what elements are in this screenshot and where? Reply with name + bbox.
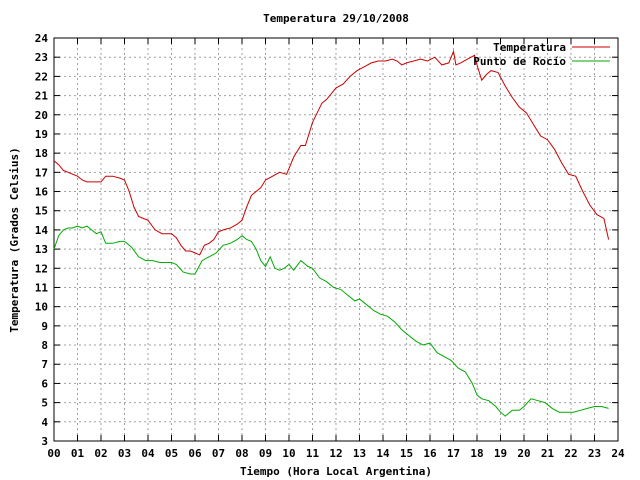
- x-tick-label: 08: [235, 447, 248, 460]
- x-tick-label: 18: [470, 447, 483, 460]
- y-tick-label: 12: [35, 262, 48, 275]
- y-axis-label: Temperatura (Grados Celsius): [8, 147, 21, 332]
- grid: [54, 38, 618, 441]
- x-tick-label: 02: [94, 447, 107, 460]
- y-tick-label: 17: [35, 166, 48, 179]
- x-tick-label: 09: [259, 447, 272, 460]
- y-tick-label: 4: [41, 416, 48, 429]
- ticks: 3 4 5 6 7 8 9 10 11 12 13 14 15 16 17 18 19 20 21 22 23 24 00 0…: [35, 32, 625, 460]
- y-tick-label: 19: [35, 128, 48, 141]
- x-tick-label: 03: [118, 447, 131, 460]
- y-tick-label: 20: [35, 109, 48, 122]
- y-tick-label: 23: [35, 51, 48, 64]
- y-tick-label: 16: [35, 186, 49, 199]
- x-tick-label: 13: [353, 447, 366, 460]
- y-tick-label: 6: [41, 377, 48, 390]
- x-tick-label: 24: [611, 447, 625, 460]
- y-tick-label: 15: [35, 205, 48, 218]
- y-tick-label: 7: [41, 358, 48, 371]
- x-tick-label: 23: [588, 447, 601, 460]
- x-tick-label: 04: [141, 447, 155, 460]
- x-tick-label: 21: [541, 447, 555, 460]
- y-tick-label: 3: [41, 435, 48, 448]
- series-group: [53, 49, 610, 417]
- x-tick-label: 17: [447, 447, 460, 460]
- x-tick-label: 16: [423, 447, 437, 460]
- y-tick-label: 11: [35, 281, 49, 294]
- y-tick-label: 13: [35, 243, 48, 256]
- x-tick-label: 11: [306, 447, 320, 460]
- series-line-punto-de-rocio: [53, 225, 609, 417]
- series-line-temperatura: [53, 49, 610, 256]
- y-tick-label: 5: [41, 397, 48, 410]
- y-tick-label: 24: [35, 32, 49, 45]
- legend-label-temperatura: Temperatura: [493, 41, 566, 54]
- x-tick-label: 14: [376, 447, 390, 460]
- x-tick-label: 06: [188, 447, 202, 460]
- y-tick-label: 10: [35, 301, 48, 314]
- y-tick-label: 21: [35, 90, 49, 103]
- x-tick-label: 22: [564, 447, 577, 460]
- x-tick-label: 00: [47, 447, 60, 460]
- x-tick-label: 01: [71, 447, 85, 460]
- y-tick-label: 9: [41, 320, 48, 333]
- x-tick-label: 20: [517, 447, 530, 460]
- x-tick-label: 05: [165, 447, 178, 460]
- y-tick-label: 8: [41, 339, 48, 352]
- x-tick-label: 10: [282, 447, 295, 460]
- x-tick-label: 12: [329, 447, 342, 460]
- y-tick-label: 14: [35, 224, 49, 237]
- chart-title: Temperatura 29/10/2008: [263, 12, 409, 25]
- legend: Temperatura Punto de Rocío: [473, 41, 610, 68]
- y-tick-label: 22: [35, 70, 48, 83]
- x-tick-label: 07: [212, 447, 225, 460]
- x-tick-label: 19: [494, 447, 507, 460]
- x-axis-label: Tiempo (Hora Local Argentina): [240, 465, 432, 478]
- y-tick-label: 18: [35, 147, 48, 160]
- legend-label-punto-de-rocio: Punto de Rocío: [473, 55, 566, 68]
- x-tick-label: 15: [400, 447, 413, 460]
